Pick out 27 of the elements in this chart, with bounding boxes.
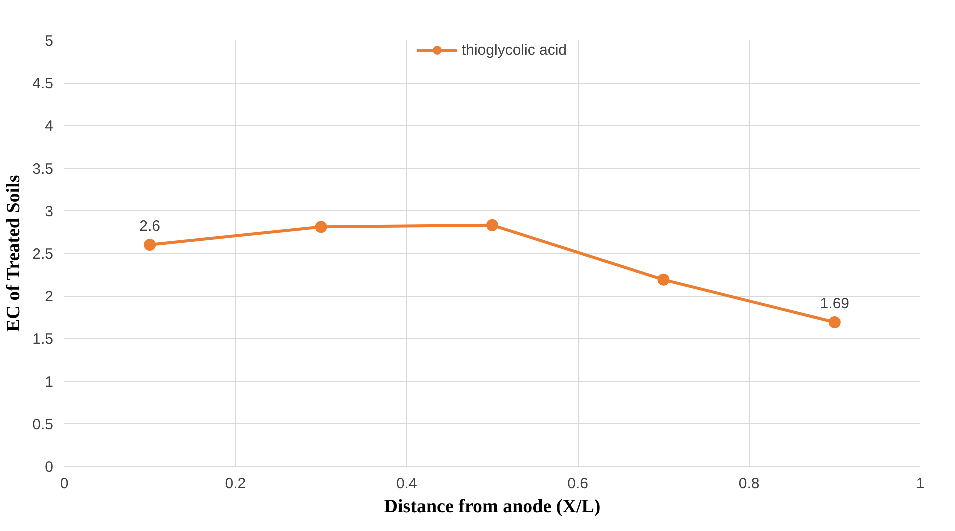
point	[315, 221, 328, 234]
y-tick-label: 0	[45, 459, 54, 476]
point	[828, 316, 841, 328]
y-tick-label: 1.5	[32, 331, 54, 348]
y-axis-title: EC of Treated Soils	[4, 175, 25, 332]
y-tick-label: 3.5	[32, 160, 54, 178]
point	[144, 238, 156, 251]
data-label: 2.6	[140, 218, 161, 235]
x-axis-title: Distance from anode (X/L)	[384, 496, 601, 518]
point	[658, 274, 670, 286]
y-tick-label: 2	[45, 288, 54, 306]
x-tick-label: 0.2	[225, 476, 246, 492]
y-tick-label: 1	[45, 374, 54, 391]
y-tick-label: 3	[45, 203, 54, 220]
x-tick-label: 0	[60, 476, 69, 492]
y-tick-label: 4.5	[32, 76, 54, 93]
x-tick-label: 0.8	[738, 476, 760, 492]
y-tick-label: 5	[45, 33, 54, 50]
legend-label: thioglycolic acid	[462, 42, 568, 58]
y-tick-label: 2.5	[32, 246, 54, 263]
x-tick-label: 0.6	[568, 476, 589, 492]
y-tick-label: 4	[45, 118, 54, 136]
point	[486, 219, 498, 232]
x-tick-label: 0.4	[396, 476, 418, 492]
y-tick-label: 0.5	[32, 416, 54, 434]
x-tick-label: 1	[916, 476, 925, 492]
data-label: 1.69	[820, 296, 850, 313]
